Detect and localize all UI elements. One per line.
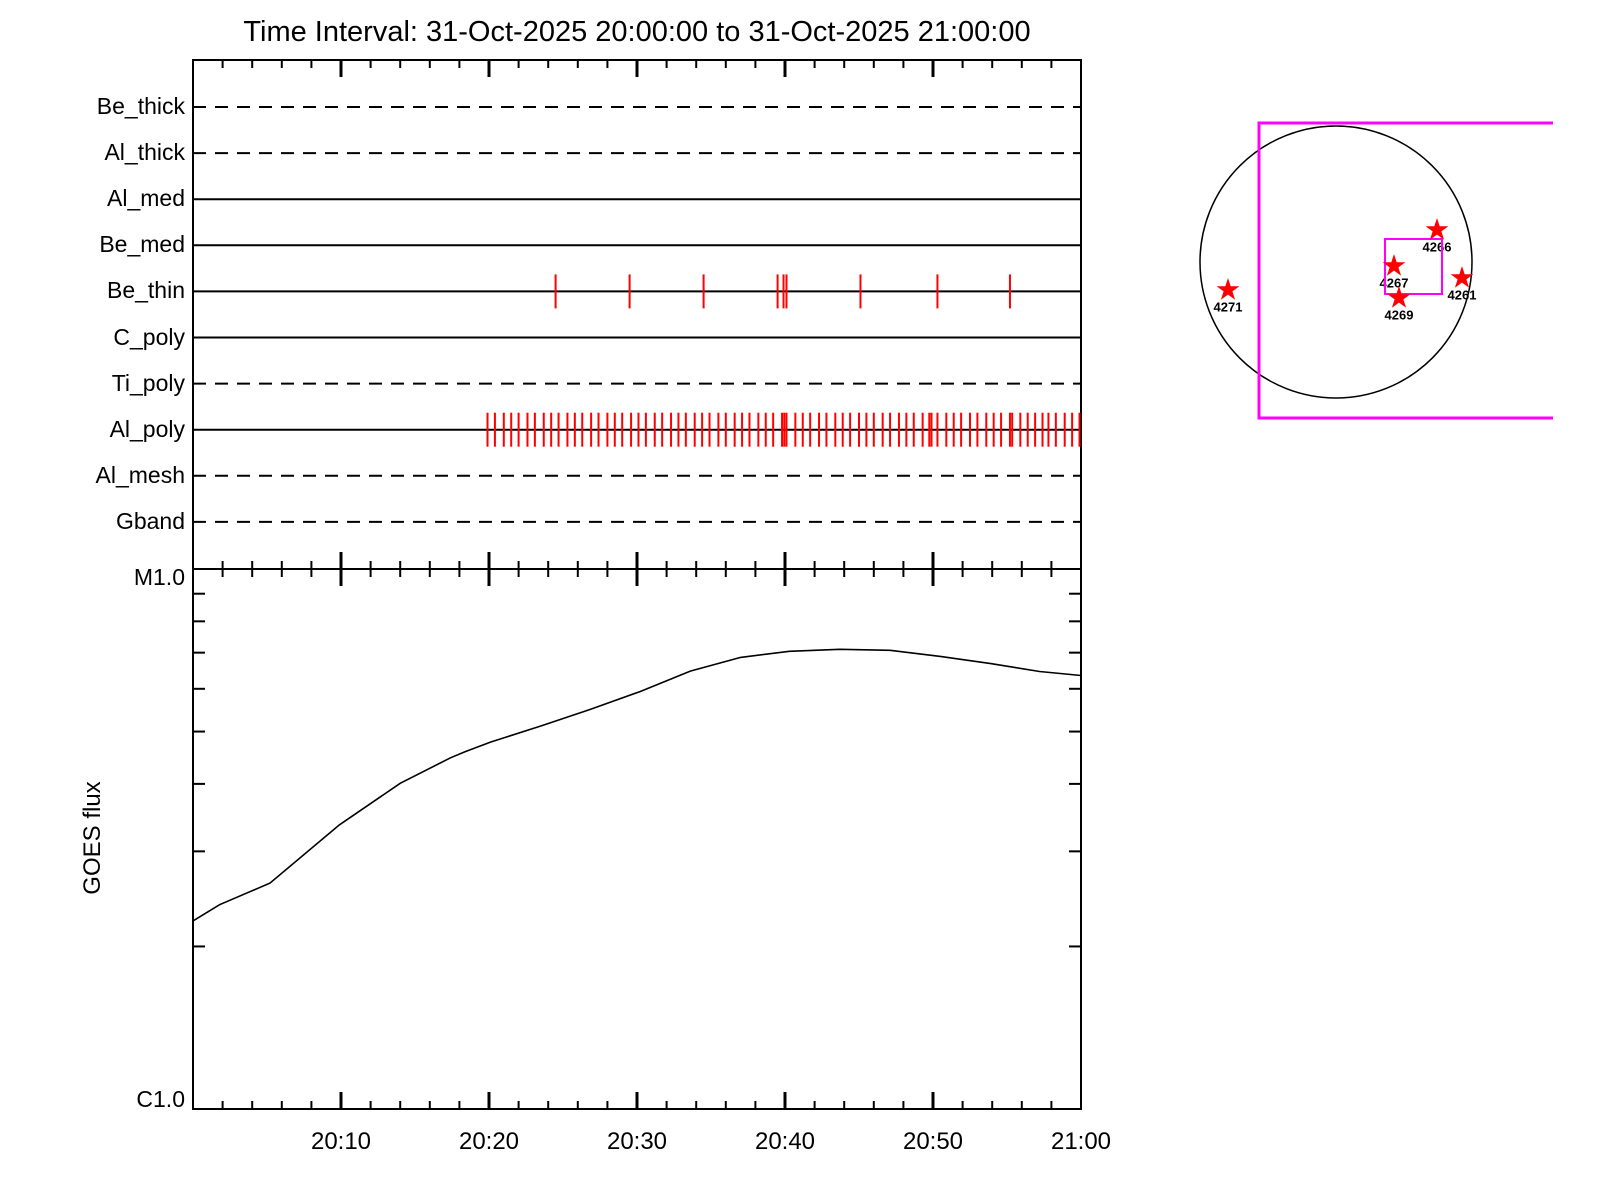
solar-disk [1199,125,1473,399]
filter-label-Al_thick: Al_thick [104,139,185,165]
page-title: Time Interval: 31-Oct-2025 20:00:00 to 3… [243,16,1031,48]
filter-label-Gband: Gband [115,508,185,534]
goes-panel [192,568,1082,1110]
filter-label-Be_med: Be_med [99,231,185,257]
x-tick-label-0: 20:10 [310,1128,372,1155]
target-fov-box [1384,238,1443,295]
goes-ymin-label: C1.0 [136,1086,185,1112]
x-tick-label-4: 20:50 [902,1128,964,1155]
exposure-ticks-Be_thin [554,274,1011,309]
filter-label-C_poly: C_poly [113,324,185,350]
filter-label-Be_thin: Be_thin [106,277,185,303]
filter-label-Al_poly: Al_poly [109,416,185,442]
active-region-star-4266 [1425,218,1449,240]
x-tick-label-1: 20:20 [458,1128,520,1155]
filter-label-Be_thick: Be_thick [96,93,185,119]
x-tick-label-2: 20:30 [606,1128,668,1155]
active-region-star-4267 [1382,254,1406,276]
xrt-fov-box [1257,121,1553,420]
active-region-label-4267: 4267 [1379,275,1409,291]
x-tick-label-5: 21:00 [1050,1128,1112,1155]
active-region-label-4266: 4266 [1422,239,1452,255]
filter-panel [192,59,1082,570]
goes-ymax-label: M1.0 [133,564,185,590]
filter-label-Al_mesh: Al_mesh [95,462,185,488]
active-region-label-4271: 4271 [1213,299,1243,315]
filter-label-Ti_poly: Ti_poly [111,370,185,396]
active-region-star-4271 [1216,278,1240,300]
active-region-star-4261 [1450,266,1474,288]
active-region-star-4269 [1387,286,1411,308]
exposure-ticks-Al_poly [486,412,1081,447]
filter-label-Al_med: Al_med [107,185,185,211]
goes-curve [192,648,1082,922]
active-region-label-4269: 4269 [1384,307,1414,323]
x-tick-label-3: 20:40 [754,1128,816,1155]
